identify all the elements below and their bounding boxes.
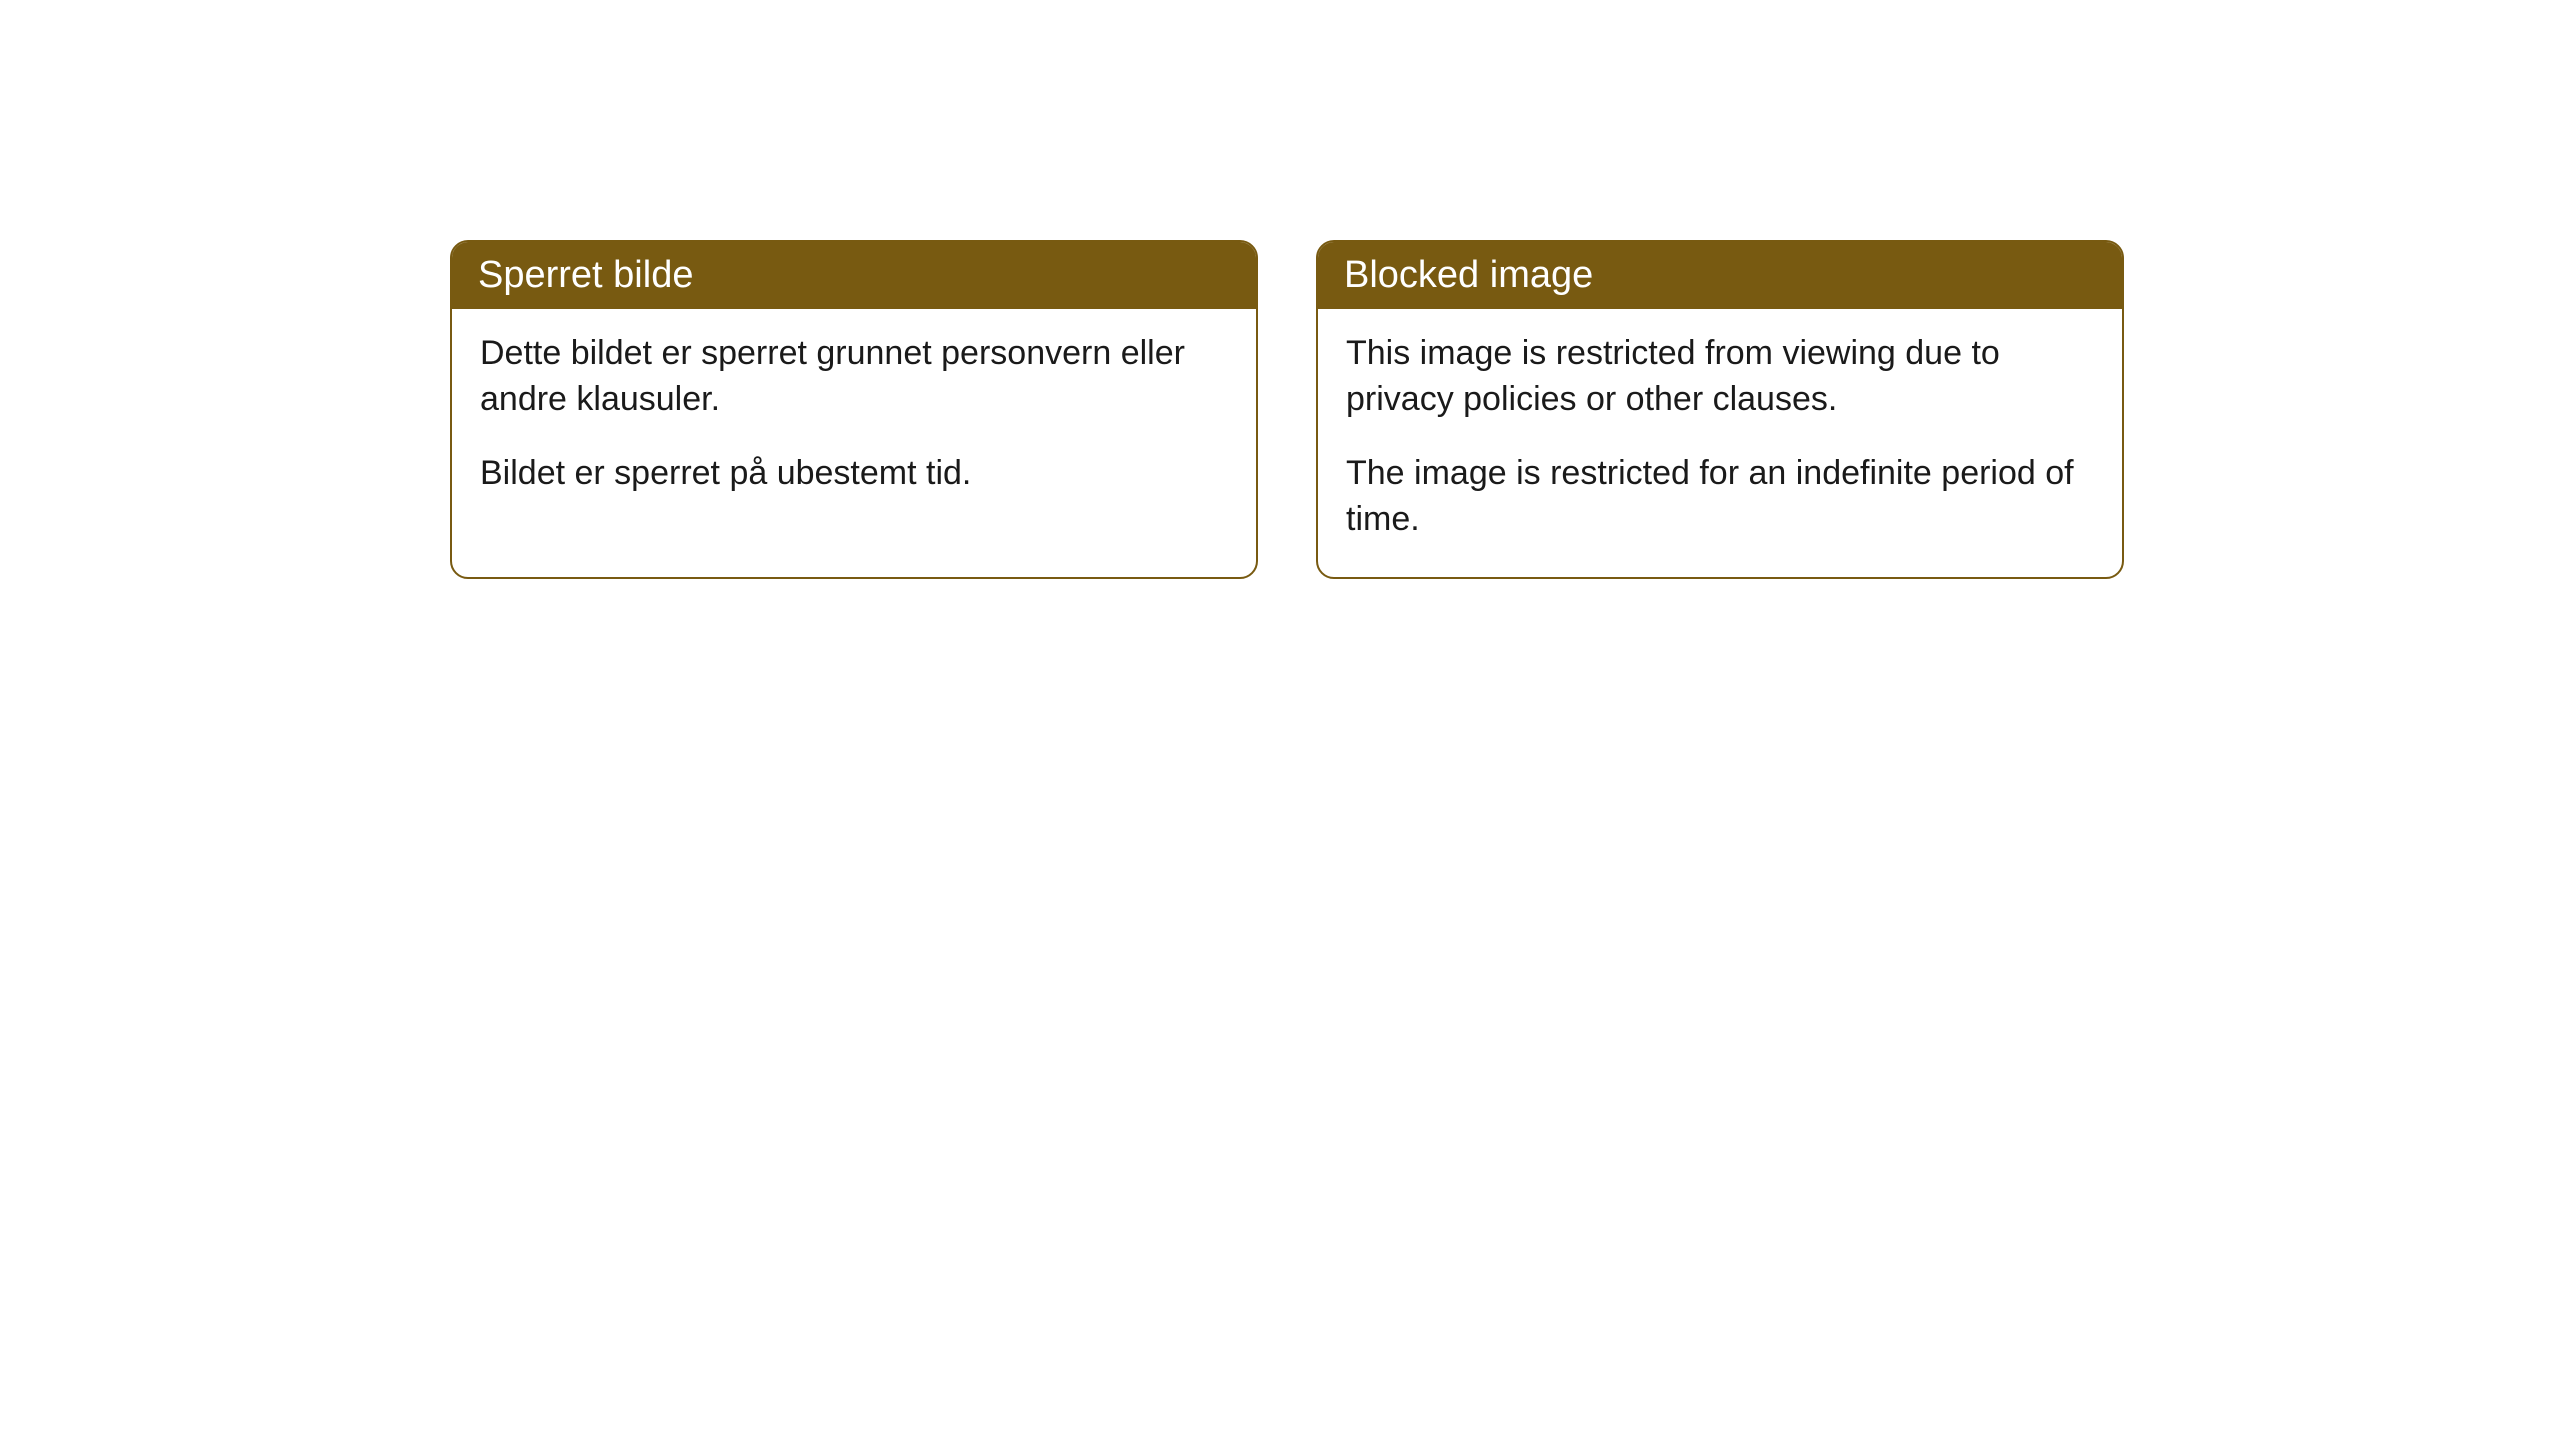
card-paragraph: Bildet er sperret på ubestemt tid. [480,451,1228,497]
card-paragraph: Dette bildet er sperret grunnet personve… [480,331,1228,423]
card-paragraph: This image is restricted from viewing du… [1346,331,2094,423]
card-title: Blocked image [1318,242,2122,309]
card-body: This image is restricted from viewing du… [1318,309,2122,577]
message-cards-container: Sperret bilde Dette bildet er sperret gr… [450,240,2124,579]
card-body: Dette bildet er sperret grunnet personve… [452,309,1256,531]
blocked-image-card-english: Blocked image This image is restricted f… [1316,240,2124,579]
blocked-image-card-norwegian: Sperret bilde Dette bildet er sperret gr… [450,240,1258,579]
card-paragraph: The image is restricted for an indefinit… [1346,451,2094,543]
card-title: Sperret bilde [452,242,1256,309]
